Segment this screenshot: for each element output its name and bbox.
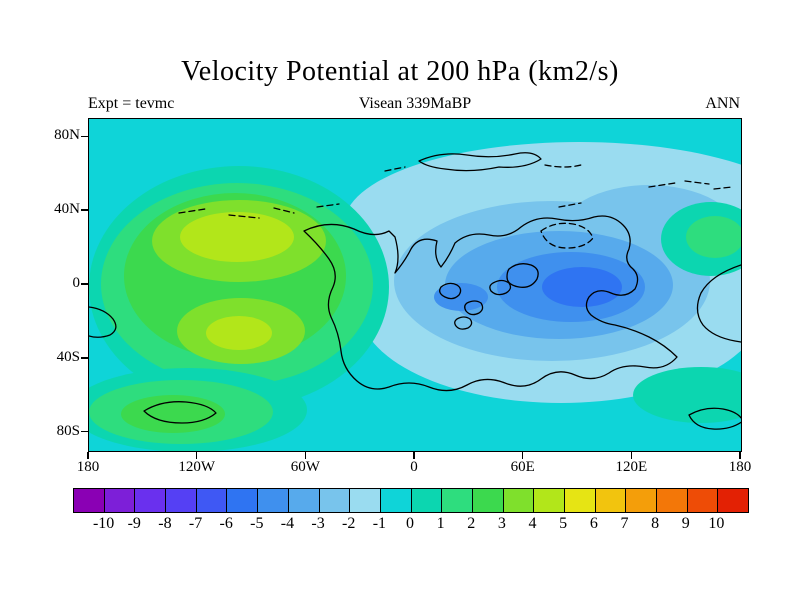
colorbar-segment (349, 489, 380, 512)
map-svg (89, 119, 741, 451)
x-tick-label: 60W (290, 459, 320, 475)
colorbar-label: -7 (188, 515, 203, 532)
colorbar-segment (594, 489, 626, 512)
y-tick-mark (81, 135, 88, 138)
colorbar-segment (564, 489, 595, 512)
colorbar-segment (625, 489, 657, 512)
colorbar-label: -1 (372, 515, 387, 532)
colorbar-segment (318, 489, 350, 512)
coastlines (89, 152, 741, 430)
colorbar-label: 4 (528, 515, 537, 532)
colorbar-label: 7 (620, 515, 629, 532)
colorbar-segment (441, 489, 472, 512)
y-tick-mark (81, 209, 88, 211)
y-tick-label: 40N (54, 201, 80, 218)
experiment-label: Expt = tevmc (88, 95, 175, 112)
colorbar-segment (134, 489, 166, 512)
y-tick-label: 0 (72, 275, 81, 291)
x-tick-label: 120W (178, 459, 215, 475)
colorbar-label: 10 (708, 515, 725, 532)
colorbar-segment (717, 489, 749, 512)
colorbar-label: 3 (497, 515, 506, 532)
y-tick-mark (81, 283, 88, 285)
contour-fills (89, 119, 741, 451)
colorbar-label: -6 (219, 515, 233, 532)
y-tick-label: 80N (54, 127, 80, 144)
y-tick-mark (81, 357, 88, 359)
x-tick-label: 180 (76, 459, 100, 475)
x-tick-mark (630, 451, 633, 459)
colorbar-segment (287, 489, 319, 512)
colorbar-segment (226, 489, 258, 512)
x-tick-mark (195, 451, 198, 459)
page-title: Velocity Potential at 200 hPa (km2/s) (181, 56, 619, 87)
colorbar-label: -9 (127, 515, 141, 532)
colorbar-label: -8 (158, 515, 172, 532)
colorbar-label: 2 (467, 515, 476, 532)
x-tick-label: 120E (615, 459, 648, 475)
colorbar-label: 0 (406, 515, 414, 532)
colorbar-label: 5 (559, 515, 568, 532)
season-label: ANN (705, 95, 740, 112)
colorbar-segment (379, 489, 411, 512)
colorbar (73, 488, 749, 513)
period-label: Visean 339MaBP (358, 95, 472, 112)
colorbar-segment (257, 489, 288, 512)
y-tick-mark (81, 430, 88, 433)
colorbar-segment (656, 489, 687, 512)
colorbar-segment (74, 489, 104, 512)
colorbar-label: 9 (681, 515, 690, 532)
y-tick-label: 80S (56, 422, 80, 439)
x-tick-label: 180 (728, 459, 752, 475)
x-tick-mark (521, 451, 524, 459)
colorbar-label: -4 (280, 515, 295, 532)
x-tick-mark (739, 451, 741, 459)
colorbar-segment (410, 489, 442, 512)
colorbar-label: -5 (250, 515, 264, 532)
colorbar-segment (533, 489, 564, 512)
x-tick-mark (87, 451, 89, 459)
x-tick-mark (304, 451, 307, 459)
colorbar-label: -10 (92, 515, 115, 532)
colorbar-segment (165, 489, 196, 512)
colorbar-segment (686, 489, 718, 512)
x-tick-label: 0 (410, 459, 418, 475)
map-panel (88, 118, 742, 452)
colorbar-segment (103, 489, 135, 512)
y-tick-label: 40S (56, 348, 80, 365)
colorbar-segment (471, 489, 503, 512)
x-tick-mark (413, 451, 415, 459)
colorbar-segment (195, 489, 227, 512)
colorbar-label: -3 (311, 515, 325, 532)
colorbar-segment (502, 489, 534, 512)
colorbar-label: 8 (651, 515, 660, 532)
colorbar-label: 1 (436, 515, 445, 532)
colorbar-label: 6 (589, 515, 598, 532)
x-tick-label: 60E (510, 459, 535, 475)
coastline-dashed-fragments (178, 164, 733, 249)
colorbar-label: -2 (342, 515, 356, 532)
